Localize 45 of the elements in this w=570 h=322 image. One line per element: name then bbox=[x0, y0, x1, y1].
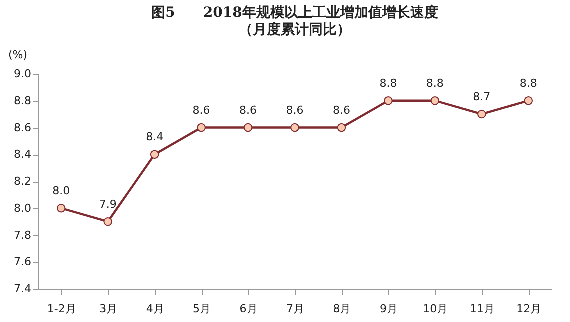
x-tick-label: 11月 bbox=[470, 302, 495, 316]
point bbox=[56, 204, 66, 213]
y-tick-label: 8.4 bbox=[14, 148, 32, 162]
y-axis-title: (%) bbox=[8, 48, 28, 62]
point bbox=[384, 96, 393, 106]
point bbox=[524, 96, 534, 106]
x-tick-label: 9月 bbox=[380, 302, 398, 316]
chart-subtitle: （月度累计同比） bbox=[239, 21, 351, 38]
data-label: 8.8 bbox=[380, 76, 398, 90]
x-tick-label: 6月 bbox=[240, 302, 258, 316]
x-tick-label: 12月 bbox=[516, 302, 542, 316]
x-tick-label: 10月 bbox=[423, 302, 448, 316]
data-label: 8.6 bbox=[240, 104, 258, 117]
y-tick-label: 7.6 bbox=[14, 256, 32, 269]
point bbox=[197, 123, 206, 132]
y-tick-label: 7.4 bbox=[14, 282, 32, 296]
point bbox=[478, 110, 486, 119]
x-tick-label: 4月 bbox=[146, 302, 164, 316]
point bbox=[104, 217, 112, 226]
x-tick-label: 1-2月 bbox=[47, 302, 76, 316]
x-tick-label: 7月 bbox=[286, 302, 304, 316]
point bbox=[290, 123, 300, 132]
data-label: 8.7 bbox=[473, 90, 491, 104]
data-label: 8.0 bbox=[52, 184, 70, 198]
y-tick-label: 8.0 bbox=[14, 202, 32, 215]
data-label: 8.4 bbox=[146, 130, 164, 144]
x-tick-label: 3月 bbox=[100, 302, 118, 316]
x-tick-label: 5月 bbox=[193, 302, 212, 316]
y-tick-label: 7.8 bbox=[14, 228, 32, 242]
data-label: 8.6 bbox=[332, 104, 350, 117]
data-label: 8.8 bbox=[426, 76, 444, 90]
x-tick-label: 8月 bbox=[333, 302, 352, 316]
data-label: 8.6 bbox=[192, 104, 210, 117]
y-tick-label: 8.8 bbox=[14, 94, 32, 108]
point bbox=[337, 123, 346, 132]
data-label: 7.9 bbox=[99, 198, 117, 211]
chart-title: 图5 2018年规模以上工业增加值增长速度 bbox=[152, 4, 438, 21]
point bbox=[150, 150, 160, 159]
y-tick-label: 9.0 bbox=[14, 68, 32, 80]
point bbox=[244, 123, 253, 132]
y-tick-label: 8.2 bbox=[14, 175, 32, 188]
data-label: 8.6 bbox=[286, 104, 304, 117]
point bbox=[430, 96, 440, 106]
y-tick-label: 8.6 bbox=[14, 121, 32, 134]
data-label: 8.8 bbox=[520, 76, 538, 90]
